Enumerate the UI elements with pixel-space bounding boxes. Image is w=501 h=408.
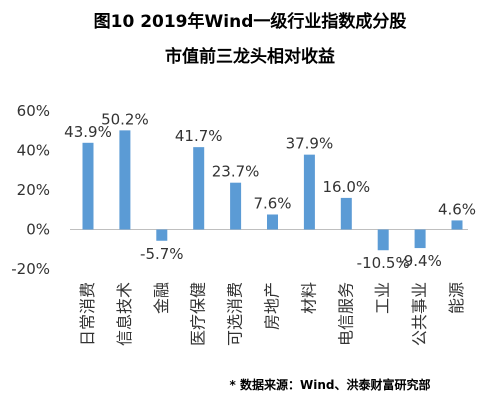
category-label: 金融 xyxy=(152,282,171,314)
category-label: 公共事业 xyxy=(410,282,429,346)
data-label: 50.2% xyxy=(101,110,149,128)
y-tick-label: 40% xyxy=(17,142,50,160)
bar xyxy=(451,220,463,230)
data-label: 7.6% xyxy=(253,194,291,212)
category-label: 材料 xyxy=(299,282,318,314)
data-label: 16.0% xyxy=(322,178,370,196)
bar xyxy=(119,130,131,230)
category-label: 房地产 xyxy=(263,282,282,330)
data-label: 41.7% xyxy=(175,127,223,145)
bar xyxy=(340,197,352,230)
category-label: 可选消费 xyxy=(226,282,245,346)
bar xyxy=(267,214,278,230)
data-label: 4.6% xyxy=(438,200,476,218)
data-label: 43.9% xyxy=(64,123,112,141)
bar xyxy=(230,182,242,230)
bar xyxy=(156,229,168,241)
bars xyxy=(82,130,463,251)
category-label: 电信服务 xyxy=(336,282,355,346)
category-label: 信息技术 xyxy=(115,282,134,346)
bar xyxy=(303,154,315,230)
y-tick-label: -20% xyxy=(11,260,50,278)
data-label: -5.7% xyxy=(140,245,184,263)
bar xyxy=(414,229,426,249)
y-tick-label: 60% xyxy=(17,102,50,120)
chart-title-line2: 市值前三龙头相对收益 xyxy=(165,46,335,67)
y-tick-label: 0% xyxy=(26,221,50,239)
source-note: * 数据来源：Wind、洪泰财富研究部 xyxy=(230,377,431,392)
category-label: 能源 xyxy=(447,282,466,314)
data-label: 23.7% xyxy=(212,163,260,181)
bar xyxy=(193,147,205,230)
bar xyxy=(377,229,389,251)
y-tick-label: 20% xyxy=(17,181,50,199)
data-label: 37.9% xyxy=(286,135,334,153)
data-label: -10.5% xyxy=(357,254,410,272)
category-label: 医疗保健 xyxy=(189,282,208,346)
chart-title-line1: 图10 2019年Wind一级行业指数成分股 xyxy=(94,11,407,32)
data-label: -9.4% xyxy=(398,252,442,270)
category-label: 工业 xyxy=(373,282,392,314)
category-label: 日常消费 xyxy=(78,282,97,346)
data-labels: 43.9%50.2% -5.7% 41.7% 23.7% 7.6% 37.9% 16.0% -… xyxy=(64,110,476,272)
bar xyxy=(82,142,94,230)
category-labels: 日常消费 信息技术 金融 医疗保健 可选消费 房地产 材料 电信服务 工业 公共事业 能源 xyxy=(78,282,466,346)
